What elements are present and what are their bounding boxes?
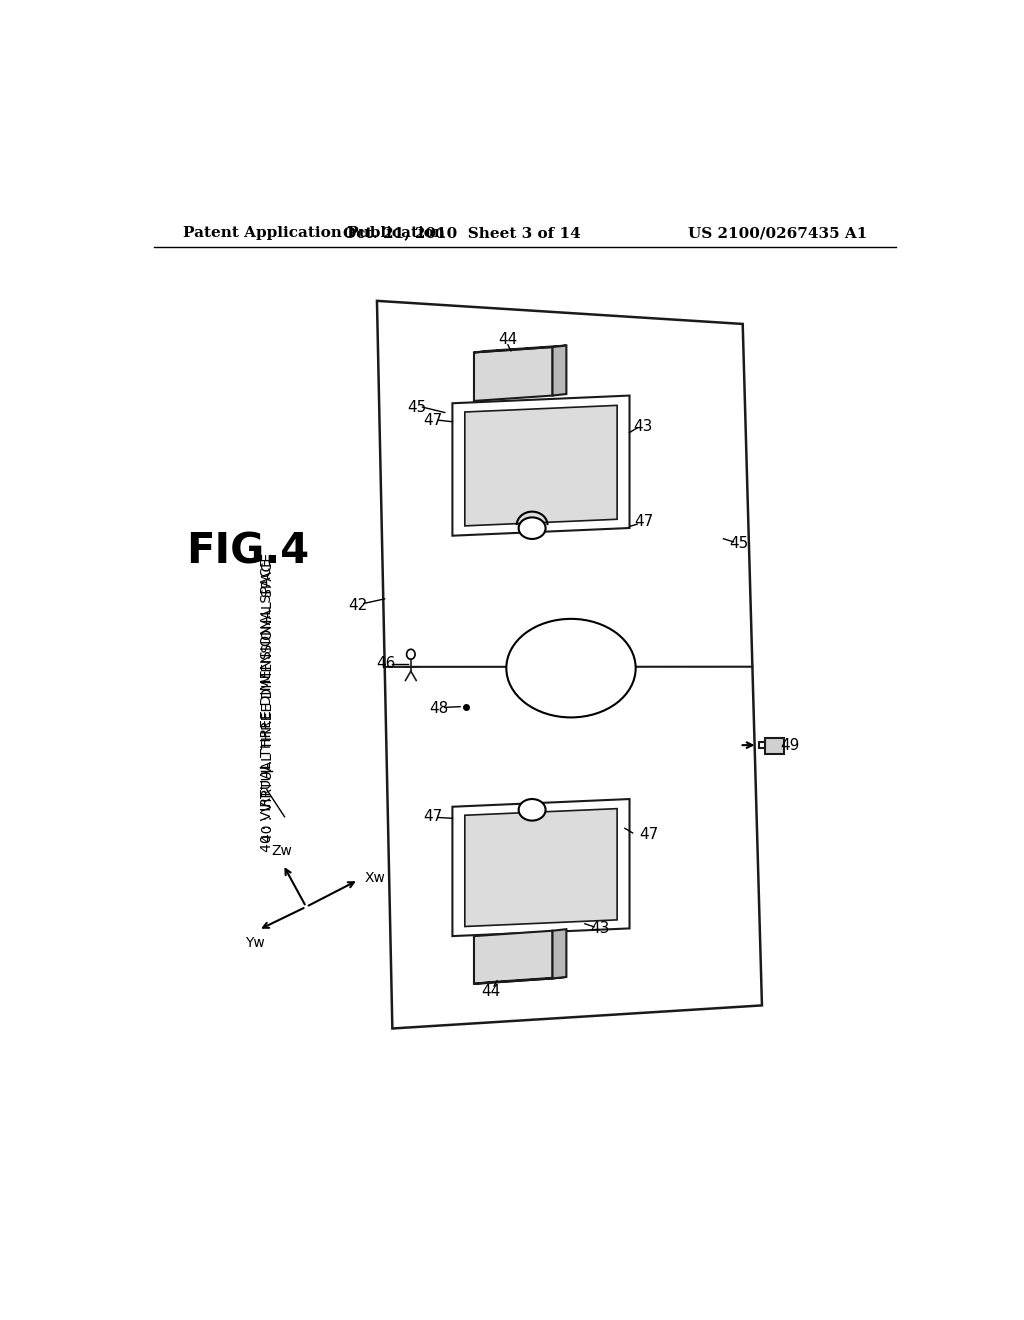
Polygon shape <box>759 742 765 748</box>
Ellipse shape <box>407 649 415 659</box>
Polygon shape <box>474 977 566 983</box>
Text: 42: 42 <box>348 598 368 612</box>
Polygon shape <box>765 738 783 754</box>
Text: 40 : VIRTUAL THREE DIMENSIONAL SPACE: 40 : VIRTUAL THREE DIMENSIONAL SPACE <box>260 558 273 853</box>
Text: 45: 45 <box>408 400 427 414</box>
Polygon shape <box>474 931 553 983</box>
Text: 44: 44 <box>499 331 517 347</box>
Text: 44: 44 <box>481 983 501 999</box>
Text: 48: 48 <box>429 701 449 715</box>
Polygon shape <box>377 301 762 1028</box>
Text: 47: 47 <box>639 826 658 842</box>
Text: 47: 47 <box>424 809 442 824</box>
Polygon shape <box>453 799 630 936</box>
Text: 47: 47 <box>634 515 653 529</box>
Text: 45: 45 <box>729 536 749 550</box>
Text: 47: 47 <box>424 413 442 428</box>
Text: 43: 43 <box>591 921 610 936</box>
Polygon shape <box>465 405 617 525</box>
Text: 49: 49 <box>780 738 800 752</box>
Polygon shape <box>465 809 617 927</box>
Text: Yw: Yw <box>245 936 264 950</box>
Text: Patent Application Publication: Patent Application Publication <box>183 226 444 240</box>
Text: US 2100/0267435 A1: US 2100/0267435 A1 <box>688 226 867 240</box>
Text: Oct. 21, 2010  Sheet 3 of 14: Oct. 21, 2010 Sheet 3 of 14 <box>343 226 581 240</box>
Text: Zw: Zw <box>271 845 292 858</box>
Polygon shape <box>474 347 553 401</box>
Text: 46: 46 <box>377 656 396 671</box>
Ellipse shape <box>518 517 546 539</box>
Ellipse shape <box>518 799 546 821</box>
Text: FIG.4: FIG.4 <box>186 531 309 572</box>
Polygon shape <box>453 396 630 536</box>
Text: Xw: Xw <box>365 871 385 886</box>
Polygon shape <box>553 346 566 396</box>
Polygon shape <box>553 929 566 978</box>
Text: 40 : VIRTUAL THREE DIMENSIONAL SPACE: 40 : VIRTUAL THREE DIMENSIONAL SPACE <box>261 553 274 842</box>
Ellipse shape <box>506 619 636 718</box>
Polygon shape <box>474 346 566 352</box>
Text: 43: 43 <box>634 418 653 434</box>
